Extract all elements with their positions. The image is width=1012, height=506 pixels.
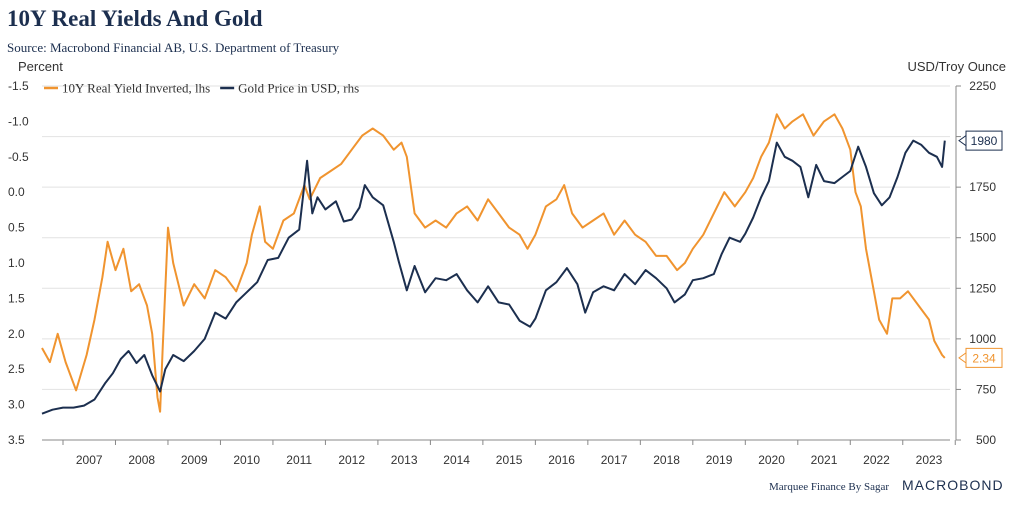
x-tick-label: 2020 (758, 453, 785, 467)
callout-pointer (958, 134, 967, 147)
left-tick-label: 3.5 (8, 433, 25, 447)
x-tick-label: 2016 (548, 453, 575, 467)
right-tick-label: 750 (976, 382, 996, 396)
x-tick-label: 2015 (496, 453, 523, 467)
right-axis-unit: USD/Troy Ounce (908, 59, 1007, 74)
left-tick-label: 1.5 (8, 291, 25, 305)
x-tick-label: 2022 (863, 453, 890, 467)
x-tick-label: 2014 (443, 453, 470, 467)
x-tick-label: 2023 (916, 453, 943, 467)
right-tick-label: 1500 (969, 231, 996, 245)
macrobond-logo: MACROBOND (902, 477, 1004, 493)
callout-label: 2.34 (972, 351, 996, 365)
chart-subtitle: Source: Macrobond Financial AB, U.S. Dep… (7, 40, 340, 55)
real-yield-line (41, 113, 946, 413)
x-tick-label: 2018 (653, 453, 680, 467)
left-tick-label: -1.5 (8, 79, 29, 93)
callout-box (965, 130, 1003, 151)
x-tick-label: 2008 (128, 453, 155, 467)
left-tick-label: 0.0 (8, 185, 25, 199)
x-tick-label: 2017 (601, 453, 628, 467)
gold-price-line (41, 139, 946, 415)
callout-box (965, 347, 1003, 368)
right-tick-label: 1750 (969, 180, 996, 194)
left-tick-label: 1.0 (8, 256, 25, 270)
x-tick-label: 2013 (391, 453, 418, 467)
left-tick-label: -1.0 (8, 114, 29, 128)
callout-pointer (958, 351, 967, 364)
x-tick-label: 2007 (76, 453, 103, 467)
right-tick-label: 1250 (969, 281, 996, 295)
right-tick-label: 500 (976, 433, 996, 447)
x-tick-label: 2019 (706, 453, 733, 467)
right-tick-label: 2250 (969, 79, 996, 93)
left-tick-label: 0.5 (8, 221, 25, 235)
x-tick-label: 2021 (811, 453, 838, 467)
x-tick-label: 2011 (286, 453, 312, 467)
footer-credit: Marquee Finance By Sagar (769, 481, 890, 493)
left-tick-label: 2.0 (8, 327, 25, 341)
left-tick-label: 3.0 (8, 398, 25, 412)
legend-label: Gold Price in USD, rhs (238, 81, 359, 96)
x-tick-label: 2012 (338, 453, 365, 467)
left-tick-label: 2.5 (8, 362, 25, 376)
callout-label: 1980 (971, 134, 998, 148)
legend-label: 10Y Real Yield Inverted, lhs (62, 81, 210, 96)
chart-title: 10Y Real Yields And Gold (7, 6, 263, 31)
left-axis-unit: Percent (18, 59, 63, 74)
x-tick-label: 2009 (181, 453, 208, 467)
right-tick-label: 1000 (969, 332, 996, 346)
left-tick-label: -0.5 (8, 150, 29, 164)
x-tick-label: 2010 (233, 453, 260, 467)
